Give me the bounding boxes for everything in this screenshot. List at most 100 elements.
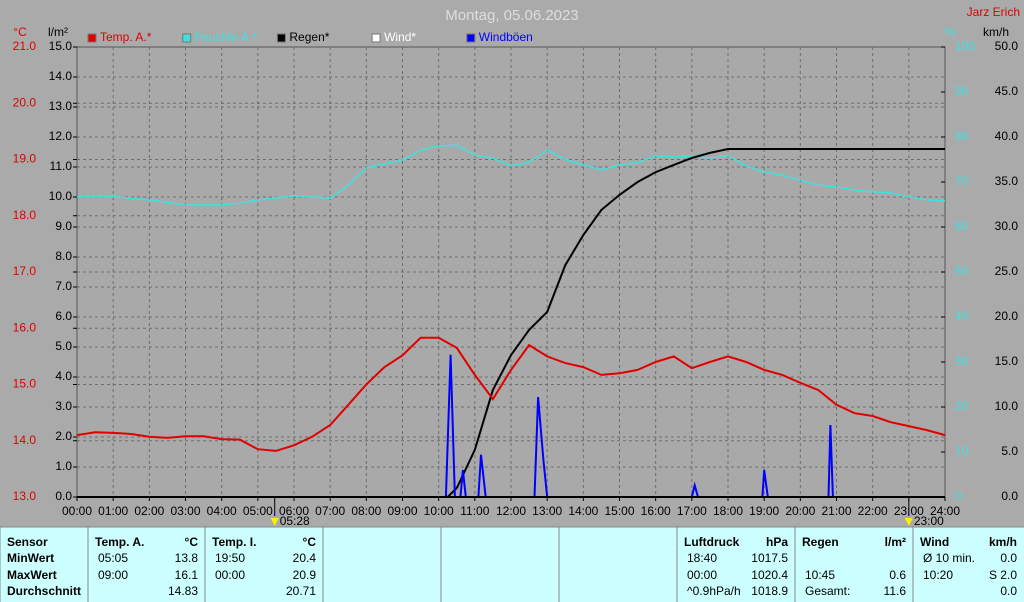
x-tick-label: 19:00	[749, 504, 779, 518]
y-tick-label: 12.0	[49, 129, 73, 143]
y-tick-label: 90	[955, 84, 969, 98]
x-tick-label: 05:00	[243, 504, 273, 518]
y-tick-label: 21.0	[13, 39, 37, 53]
x-tick-label: 16:00	[641, 504, 671, 518]
cell-value: 11.6	[884, 584, 907, 598]
cell-time: 00:00	[215, 568, 245, 582]
legend-label: Feuchte A.*	[195, 30, 257, 44]
x-tick-label: 10:00	[424, 504, 454, 518]
cell-time: 18:40	[687, 551, 717, 565]
cell-time: 19:50	[215, 551, 245, 565]
column-header: Luftdruck	[684, 535, 740, 549]
x-tick-label: 20:00	[785, 504, 815, 518]
column-header: Regen	[802, 535, 839, 549]
x-tick-label: 11:00	[460, 504, 489, 518]
cell-value: 1020.4	[751, 568, 788, 582]
marker-icon	[270, 518, 279, 526]
y-tick-label: 8.0	[55, 249, 72, 263]
cell-value: 20.9	[293, 568, 317, 582]
cell-value: 0.0	[1000, 584, 1017, 598]
y-tick-label: 2.0	[55, 429, 72, 443]
x-tick-label: 01:00	[98, 504, 128, 518]
x-tick-label: 14:00	[568, 504, 598, 518]
cell-value: 20.71	[286, 584, 316, 598]
y-tick-label: 11.0	[50, 159, 73, 173]
column-unit: hPa	[766, 535, 788, 549]
y-tick-label: 30.0	[995, 219, 1019, 233]
series-line	[77, 148, 945, 498]
y-tick-label: 18.0	[13, 208, 37, 222]
y-tick-label: 14.0	[49, 69, 73, 83]
x-tick-label: 09:00	[387, 504, 417, 518]
row-label: Durchschnitt	[7, 584, 81, 598]
y-tick-label: 4.0	[55, 369, 72, 383]
x-tick-label: 24:00	[930, 504, 960, 518]
x-tick-label: 07:00	[315, 504, 345, 518]
y-tick-label: 70	[955, 174, 969, 188]
axis-unit: km/h	[983, 25, 1009, 39]
y-tick-label: 3.0	[55, 399, 72, 413]
column-unit: km/h	[989, 535, 1017, 549]
author: Jarz Erich	[967, 5, 1020, 19]
y-tick-label: 16.0	[13, 320, 37, 334]
y-tick-label: 80	[955, 129, 969, 143]
cell-time: Gesamt:	[805, 584, 850, 598]
y-tick-label: 15.0	[49, 39, 73, 53]
axis-unit: l/m²	[48, 25, 68, 39]
cell-time: 05:05	[98, 551, 128, 565]
y-tick-label: 7.0	[55, 279, 72, 293]
cell-value: 0.6	[889, 568, 906, 582]
y-tick-label: 13.0	[13, 489, 37, 503]
column-header: Temp. A.	[95, 535, 144, 549]
cell-value: 1017.5	[751, 551, 788, 565]
y-tick-label: 50.0	[995, 39, 1019, 53]
legend-label: Regen*	[289, 30, 329, 44]
x-tick-label: 12:00	[496, 504, 526, 518]
y-tick-label: 1.0	[55, 459, 72, 473]
y-tick-label: 14.0	[13, 433, 37, 447]
y-tick-label: 0.0	[1001, 489, 1018, 503]
x-tick-label: 00:00	[62, 504, 92, 518]
cell-value: S 2.0	[989, 568, 1017, 582]
legend-swatch	[182, 33, 192, 43]
y-tick-label: 100	[955, 39, 975, 53]
x-tick-label: 04:00	[207, 504, 237, 518]
column-unit: °C	[185, 535, 199, 549]
y-tick-label: 40.0	[995, 129, 1019, 143]
column-header: Wind	[920, 535, 949, 549]
cell-value: 14.83	[168, 584, 198, 598]
x-tick-label: 02:00	[134, 504, 164, 518]
y-tick-label: 50	[955, 264, 969, 278]
y-tick-label: 15.0	[13, 377, 37, 391]
legend-swatch	[371, 33, 381, 43]
y-tick-label: 5.0	[55, 339, 72, 353]
axis-unit: °C	[13, 25, 27, 39]
y-tick-label: 25.0	[995, 264, 1019, 278]
cell-value: 0.0	[1000, 551, 1017, 565]
cell-time: 10:45	[805, 568, 835, 582]
x-tick-label: 18:00	[713, 504, 743, 518]
cell-value: 20.4	[293, 551, 317, 565]
legend-label: Windböen	[479, 30, 533, 44]
cell-value: 16.1	[175, 568, 199, 582]
chart-title: Montag, 05.06.2023	[445, 7, 578, 24]
row-label: MinWert	[7, 551, 54, 565]
y-tick-label: 10.0	[49, 189, 73, 203]
column-header: Temp. I.	[212, 535, 256, 549]
cell-time: 10:20	[923, 568, 953, 582]
y-tick-label: 15.0	[995, 354, 1019, 368]
y-tick-label: 60	[955, 219, 969, 233]
column-header: Sensor	[7, 535, 48, 549]
marker-icon	[904, 518, 913, 526]
x-tick-label: 15:00	[604, 504, 634, 518]
cell-time: ^0.9hPa/h	[687, 584, 741, 598]
x-tick-label: 08:00	[351, 504, 381, 518]
legend-swatch	[276, 33, 286, 43]
series-line	[76, 336, 946, 452]
y-tick-label: 19.0	[13, 152, 37, 166]
x-tick-label: 03:00	[170, 504, 200, 518]
y-tick-label: 45.0	[995, 84, 1019, 98]
y-tick-label: 10	[955, 444, 969, 458]
legend-label: Temp. A.*	[100, 30, 152, 44]
